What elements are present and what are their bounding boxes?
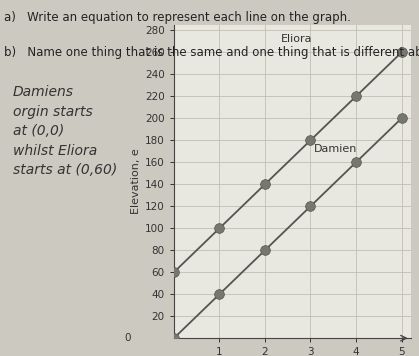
- Text: a)   Write an equation to represent each line on the graph.: a) Write an equation to represent each l…: [4, 11, 351, 24]
- Text: Damien: Damien: [314, 143, 357, 153]
- Text: Damiens
orgin starts
at (0,0)       ⁠
whilst Eliora
starts at (0,60): Damiens orgin starts at (0,0) ⁠ whilst E…: [13, 85, 117, 177]
- Text: 0: 0: [125, 333, 131, 343]
- Y-axis label: Elevation, e: Elevation, e: [131, 149, 141, 214]
- Text: b)   Name one thing that is the same and one thing that is different about the t: b) Name one thing that is the same and o…: [4, 46, 419, 59]
- Text: Eliora: Eliora: [281, 33, 313, 43]
